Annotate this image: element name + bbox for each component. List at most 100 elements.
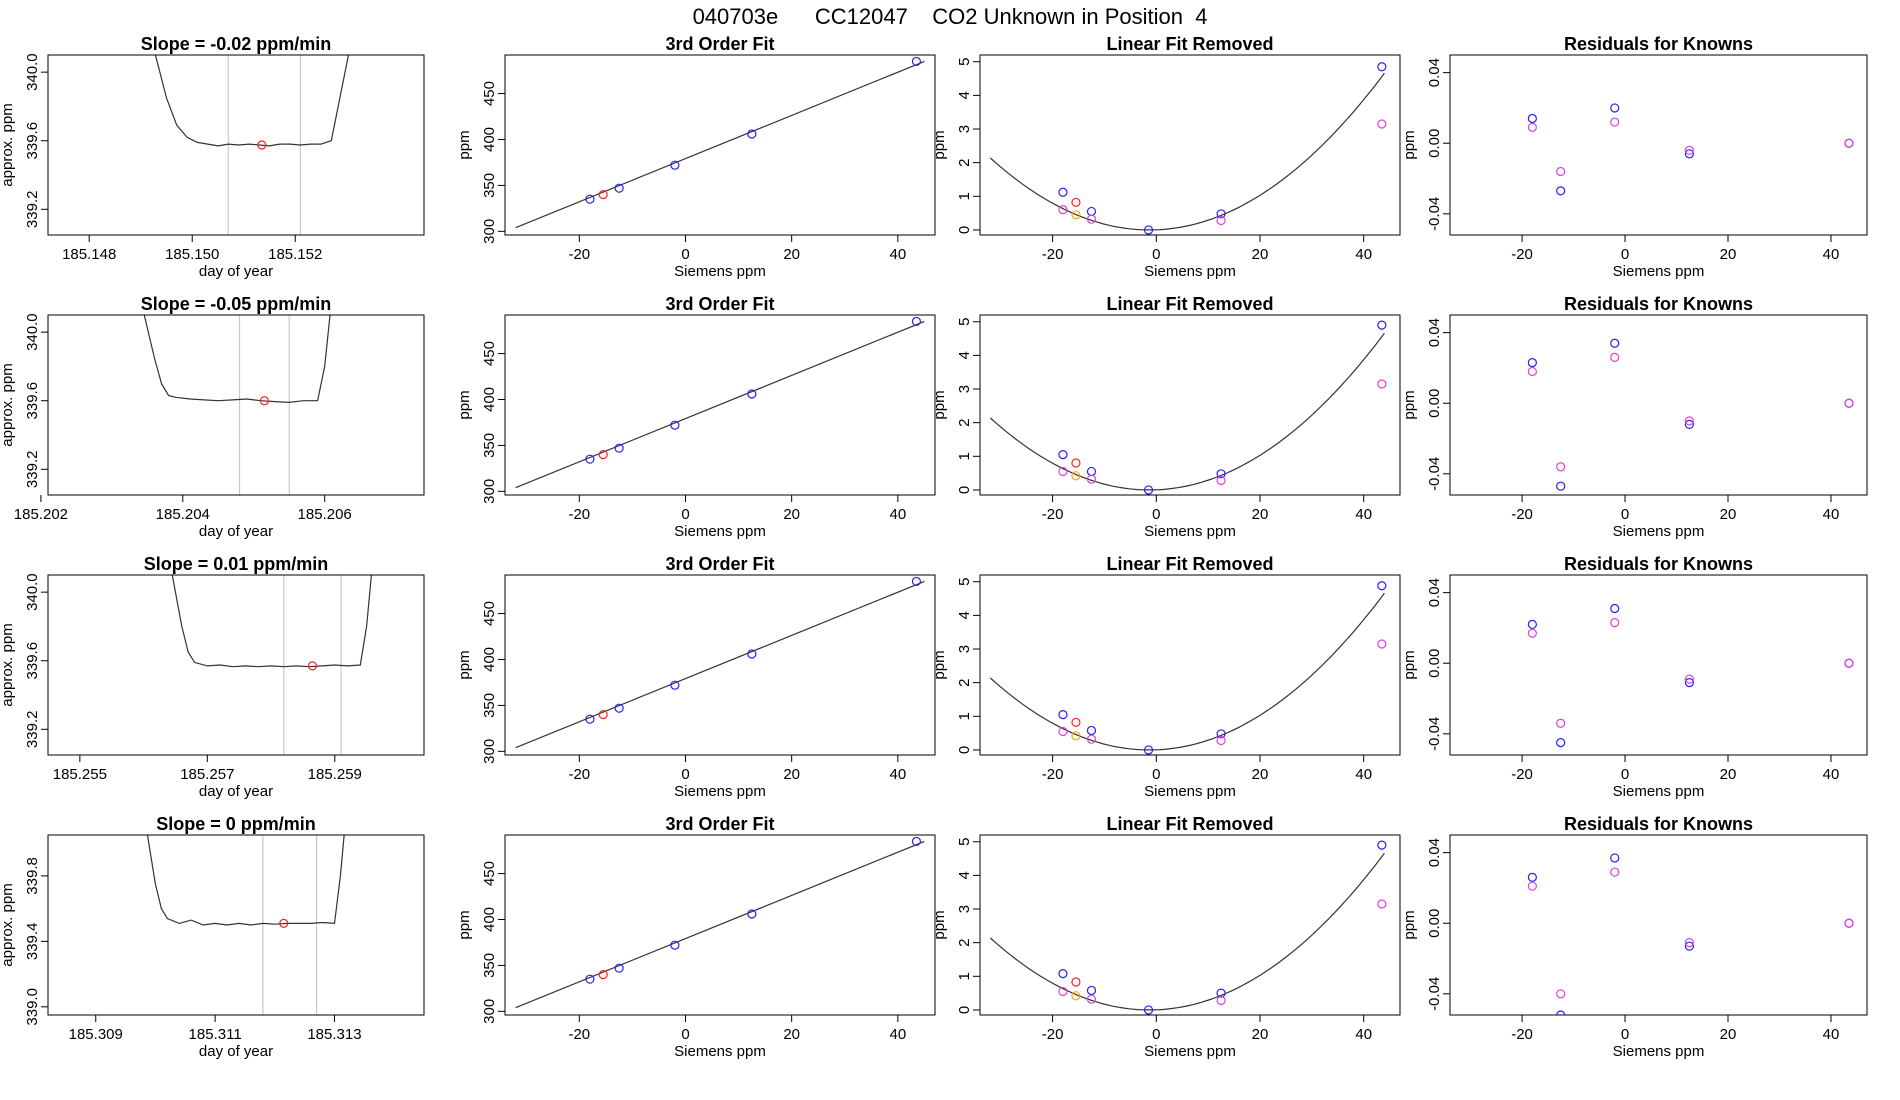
y-tick-label: -0.04 xyxy=(1426,457,1443,491)
y-tick-label: 4 xyxy=(956,91,973,99)
x-tick-label: 0 xyxy=(681,766,689,783)
data-point xyxy=(1556,738,1566,748)
data-point xyxy=(1377,119,1387,129)
plot-area xyxy=(143,315,331,495)
data-point xyxy=(1086,734,1097,744)
x-tick-label: -20 xyxy=(1511,1026,1533,1043)
y-tick-label: 300 xyxy=(481,479,498,504)
data-point xyxy=(1058,969,1068,979)
y-tick-label: 3 xyxy=(956,125,973,133)
y-tick-label: 0 xyxy=(956,746,973,754)
x-tick-label: 185.259 xyxy=(308,766,362,783)
data-point xyxy=(1216,995,1226,1006)
data-point xyxy=(1143,1005,1154,1015)
x-tick-label: 40 xyxy=(889,1026,906,1043)
figure-title: 040703e CC12047 CO2 Unknown in Position … xyxy=(692,4,1208,29)
y-tick-label: 339.2 xyxy=(24,191,41,229)
fit-curve xyxy=(989,852,1385,1011)
chart-title: 3rd Order Fit xyxy=(665,294,774,314)
y-tick-label: 400 xyxy=(481,647,498,672)
data-point xyxy=(1610,618,1620,628)
data-point xyxy=(1377,840,1387,850)
x-axis-label: Siemens ppm xyxy=(1144,263,1236,280)
x-tick-label: 185.206 xyxy=(298,506,352,523)
data-point xyxy=(1684,674,1694,684)
chart-panel: Residuals for Knowns -20 0 20 40 -0.04 0.00 0.0… xyxy=(1401,294,1868,540)
data-point xyxy=(1058,450,1068,460)
series-line xyxy=(515,580,925,749)
y-axis-label: ppm xyxy=(456,650,473,679)
data-point xyxy=(1071,210,1081,220)
x-tick-label: 185.150 xyxy=(165,246,219,263)
y-axis-label: ppm xyxy=(931,650,948,679)
data-point xyxy=(1071,731,1081,741)
data-point xyxy=(598,449,608,460)
chart-panel: Linear Fit Removed -20 0 20 40 0 1 2 3 4 5 Siemens … xyxy=(931,294,1401,540)
x-tick-label: 40 xyxy=(1823,766,1840,783)
data-point xyxy=(1071,991,1081,1001)
x-tick-label: 40 xyxy=(1355,766,1372,783)
x-tick-label: 185.255 xyxy=(53,766,107,783)
y-tick-label: 2 xyxy=(956,678,973,686)
y-tick-label: 0 xyxy=(956,226,973,234)
data-point xyxy=(1058,986,1068,997)
chart-title: Linear Fit Removed xyxy=(1106,814,1273,834)
x-tick-label: 185.313 xyxy=(307,1026,361,1043)
unknown-point xyxy=(279,918,289,928)
y-tick-label: 5 xyxy=(956,578,973,586)
y-tick-label: 0.04 xyxy=(1426,838,1443,867)
y-tick-label: 3 xyxy=(956,905,973,913)
plot-frame xyxy=(1449,314,1868,496)
y-tick-label: 2 xyxy=(956,938,973,946)
plot-area xyxy=(146,835,345,1015)
plot-frame xyxy=(504,54,936,236)
x-tick-label: 0 xyxy=(1152,246,1160,263)
x-tick-label: 20 xyxy=(783,766,800,783)
data-point xyxy=(1527,113,1537,124)
x-tick-label: -20 xyxy=(1042,246,1064,263)
data-point xyxy=(1556,166,1566,177)
data-point xyxy=(614,183,624,193)
data-point xyxy=(1610,867,1620,877)
x-tick-label: -20 xyxy=(1042,506,1064,523)
y-tick-label: 1 xyxy=(956,192,973,200)
chart-title: Slope = -0.05 ppm/min xyxy=(141,294,332,314)
plot-area xyxy=(989,320,1387,495)
data-point xyxy=(1556,718,1566,728)
data-point xyxy=(1143,485,1154,495)
y-axis-label: approx. ppm xyxy=(0,623,16,706)
data-point xyxy=(1216,735,1226,746)
y-tick-label: 450 xyxy=(481,861,498,886)
plot-frame xyxy=(47,314,425,496)
x-tick-label: 20 xyxy=(1252,506,1269,523)
y-tick-label: -0.04 xyxy=(1426,717,1443,751)
plot-frame xyxy=(504,574,936,756)
data-point xyxy=(1216,469,1226,479)
data-point xyxy=(1216,475,1226,486)
data-point xyxy=(1058,205,1068,215)
x-tick-label: 185.204 xyxy=(156,506,210,523)
y-tick-label: 339.8 xyxy=(24,857,41,895)
chart-panel: Linear Fit Removed -20 0 20 40 0 1 2 3 4 5 Siemens … xyxy=(931,34,1401,280)
y-tick-label: 400 xyxy=(481,387,498,412)
plot-area xyxy=(989,581,1387,755)
data-point xyxy=(747,649,757,659)
plot-area xyxy=(515,56,925,229)
y-tick-label: 1 xyxy=(956,972,973,980)
x-tick-label: -20 xyxy=(1511,506,1533,523)
data-point xyxy=(747,129,757,139)
x-axis-label: day of year xyxy=(199,1043,273,1060)
data-point xyxy=(1844,918,1854,928)
data-point xyxy=(1058,710,1068,720)
x-tick-label: 20 xyxy=(1252,246,1269,263)
data-point xyxy=(1058,187,1068,197)
chart-panel: 3rd Order Fit -20 0 20 40 300 350 400 450 Siemens… xyxy=(456,294,936,540)
chart-panel: Linear Fit Removed -20 0 20 40 0 1 2 3 4 5 Siemens … xyxy=(931,814,1401,1060)
y-axis-label: ppm xyxy=(456,910,473,939)
chart-panel: 3rd Order Fit -20 0 20 40 300 350 400 450 Siemens… xyxy=(456,814,936,1060)
chart-title: Residuals for Knowns xyxy=(1564,814,1753,834)
x-tick-label: 185.311 xyxy=(189,1026,242,1043)
data-point xyxy=(614,703,624,713)
chart-title: Slope = 0.01 ppm/min xyxy=(144,554,329,574)
